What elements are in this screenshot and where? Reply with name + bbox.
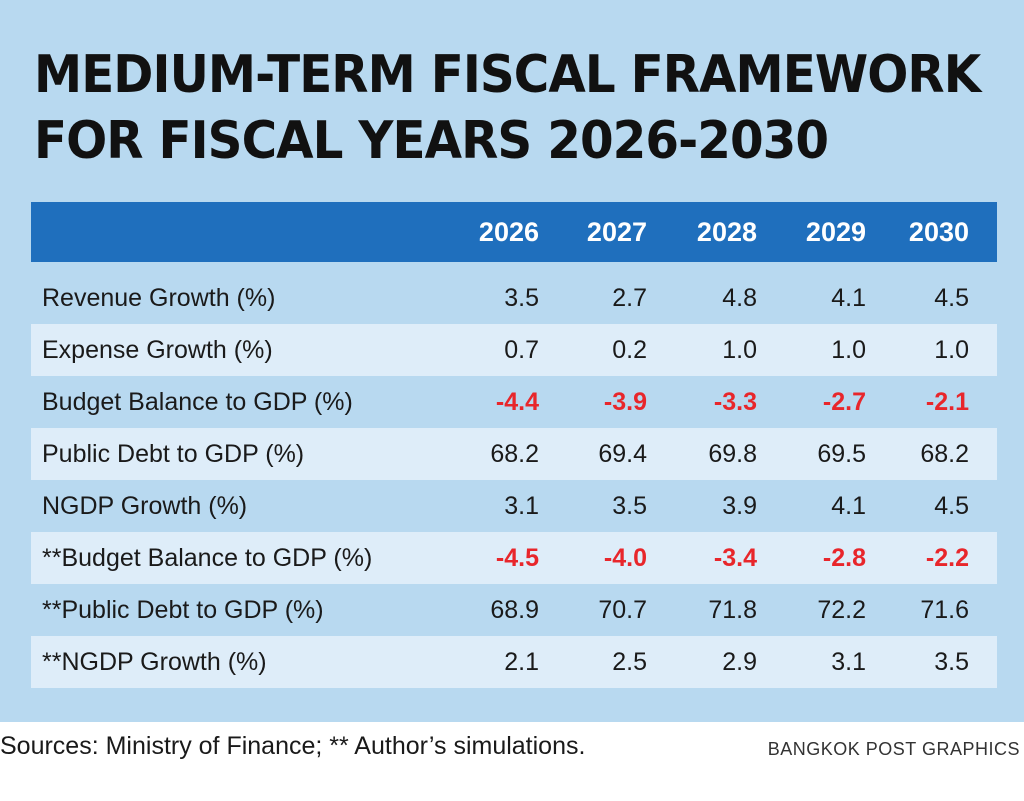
value-cell: 68.2	[490, 440, 539, 468]
value-cell: 1.0	[831, 336, 866, 364]
value-cell: 4.5	[934, 284, 969, 312]
row-label: Revenue Growth (%)	[42, 284, 276, 312]
row-label: **NGDP Growth (%)	[42, 648, 267, 676]
table-row: Expense Growth (%) 0.7 0.2 1.0 1.0 1.0	[31, 324, 997, 376]
value-cell: 0.2	[612, 336, 647, 364]
value-cell: 69.4	[598, 440, 647, 468]
value-cell: 2.5	[612, 648, 647, 676]
table-body: Revenue Growth (%) 3.5 2.7 4.8 4.1 4.5 Expense…	[31, 272, 997, 688]
column-header: 2026	[478, 217, 539, 247]
table-row: Budget Balance to GDP (%) -4.4 -3.9 -3.3 -2.…	[31, 376, 997, 428]
value-cell: 4.5	[934, 492, 969, 520]
sources-note: Sources: Ministry of Finance; ** Author’…	[0, 732, 586, 760]
value-cell: 70.7	[598, 596, 647, 624]
negative-value-cell: -4.5	[495, 544, 539, 572]
table-row: **NGDP Growth (%) 2.1 2.5 2.9 3.1 3.5	[31, 636, 997, 688]
value-cell: 2.9	[722, 648, 757, 676]
negative-value-cell: -4.4	[495, 388, 539, 416]
infographic-panel: MEDIUM-TERM FISCAL FRAMEWORK FOR FISCAL …	[0, 0, 1024, 722]
title-line-2: FOR FISCAL YEARS 2026-2030	[34, 111, 829, 171]
table-header-row: 2026 2027 2028 2029 2030	[31, 202, 997, 262]
negative-value-cell: -2.1	[925, 388, 969, 416]
fiscal-table: 2026 2027 2028 2029 2030 Revenue Growth …	[31, 202, 997, 688]
row-label: **Public Debt to GDP (%)	[42, 596, 324, 624]
negative-value-cell: -3.4	[713, 544, 757, 572]
negative-value-cell: -3.3	[713, 388, 757, 416]
table-row: Revenue Growth (%) 3.5 2.7 4.8 4.1 4.5	[31, 272, 997, 324]
table-row: NGDP Growth (%) 3.1 3.5 3.9 4.1 4.5	[31, 480, 997, 532]
value-cell: 4.1	[831, 492, 866, 520]
row-label: NGDP Growth (%)	[42, 492, 248, 520]
table-row: **Budget Balance to GDP (%) -4.5 -4.0 -3.4 -…	[31, 532, 997, 584]
negative-value-cell: -2.8	[822, 544, 866, 572]
table-row: **Public Debt to GDP (%) 68.9 70.7 71.8 72.2…	[31, 584, 997, 636]
negative-value-cell: -2.2	[925, 544, 969, 572]
title-line-1: MEDIUM-TERM FISCAL FRAMEWORK	[34, 45, 981, 105]
graphics-credit: BANGKOK POST GRAPHICS	[767, 739, 1020, 759]
column-header: 2027	[586, 217, 647, 247]
column-header: 2030	[908, 217, 969, 247]
value-cell: 69.8	[708, 440, 757, 468]
value-cell: 4.8	[722, 284, 757, 312]
value-cell: 71.8	[708, 596, 757, 624]
value-cell: 3.1	[831, 648, 866, 676]
value-cell: 3.1	[504, 492, 539, 520]
row-label: Budget Balance to GDP (%)	[42, 388, 353, 416]
negative-value-cell: -4.0	[603, 544, 647, 572]
row-label: Expense Growth (%)	[42, 336, 273, 364]
value-cell: 3.5	[504, 284, 539, 312]
negative-value-cell: -2.7	[822, 388, 866, 416]
value-cell: 4.1	[831, 284, 866, 312]
negative-value-cell: -3.9	[603, 388, 647, 416]
value-cell: 2.1	[504, 648, 539, 676]
value-cell: 68.9	[490, 596, 539, 624]
table-row: Public Debt to GDP (%) 68.2 69.4 69.8 69.5 68…	[31, 428, 997, 480]
value-cell: 1.0	[934, 336, 969, 364]
chart-title: MEDIUM-TERM FISCAL FRAMEWORK FOR FISCAL …	[34, 42, 981, 174]
value-cell: 68.2	[920, 440, 969, 468]
value-cell: 0.7	[504, 336, 539, 364]
column-header: 2028	[696, 217, 757, 247]
row-label: **Budget Balance to GDP (%)	[42, 544, 373, 572]
value-cell: 72.2	[817, 596, 866, 624]
value-cell: 2.7	[612, 284, 647, 312]
row-label: Public Debt to GDP (%)	[42, 440, 305, 468]
value-cell: 1.0	[722, 336, 757, 364]
value-cell: 3.5	[612, 492, 647, 520]
value-cell: 71.6	[920, 596, 969, 624]
value-cell: 3.5	[934, 648, 969, 676]
value-cell: 3.9	[722, 492, 757, 520]
column-header: 2029	[805, 217, 866, 247]
value-cell: 69.5	[817, 440, 866, 468]
